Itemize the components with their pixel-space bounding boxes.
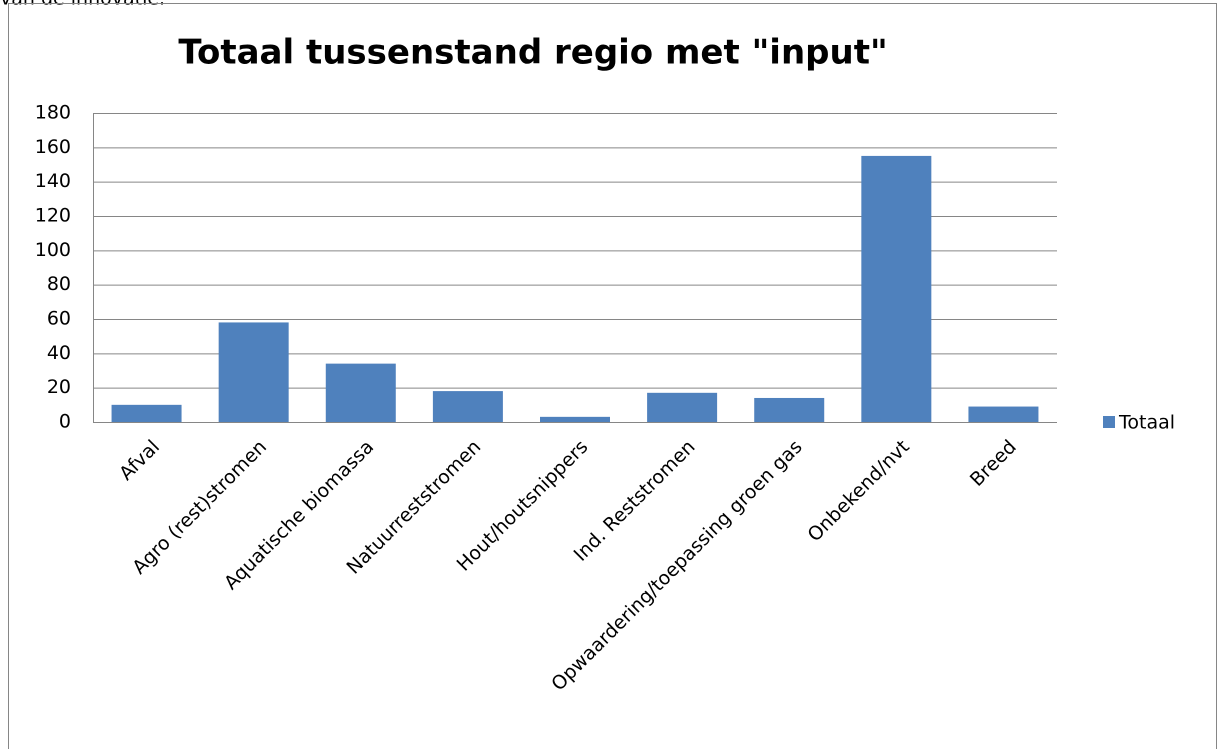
legend-label: Totaal	[1118, 412, 1175, 434]
bar	[861, 155, 932, 422]
bar	[432, 391, 503, 422]
chart-border	[8, 3, 1217, 749]
y-tick-label: 60	[47, 308, 71, 330]
x-tick-label: Onbekend/nvt	[803, 436, 913, 546]
bar	[540, 416, 610, 422]
x-tick-label: Afval	[115, 436, 164, 485]
bar	[647, 392, 718, 422]
y-tick-label: 180	[35, 102, 71, 124]
x-tick-label: Opwaardering/toepassing groen gas	[547, 436, 806, 695]
legend-swatch	[1103, 416, 1115, 428]
y-tick-label: 0	[59, 411, 71, 433]
bar	[218, 322, 289, 422]
bar	[754, 397, 825, 422]
bar	[325, 363, 396, 422]
header-text: van de innovatie.	[0, 0, 165, 10]
y-tick-label: 80	[47, 273, 71, 295]
y-tick-label: 40	[47, 342, 71, 364]
y-tick-label: 140	[35, 170, 71, 192]
bar	[968, 406, 1039, 422]
chart-title: Totaal tussenstand regio met "input"	[178, 33, 887, 73]
y-tick-label: 20	[47, 376, 71, 398]
y-tick-label: 160	[35, 136, 71, 158]
x-tick-label: Breed	[966, 436, 1021, 491]
bar	[111, 404, 182, 422]
y-tick-label: 100	[35, 239, 71, 261]
y-tick-label: 120	[35, 205, 71, 227]
